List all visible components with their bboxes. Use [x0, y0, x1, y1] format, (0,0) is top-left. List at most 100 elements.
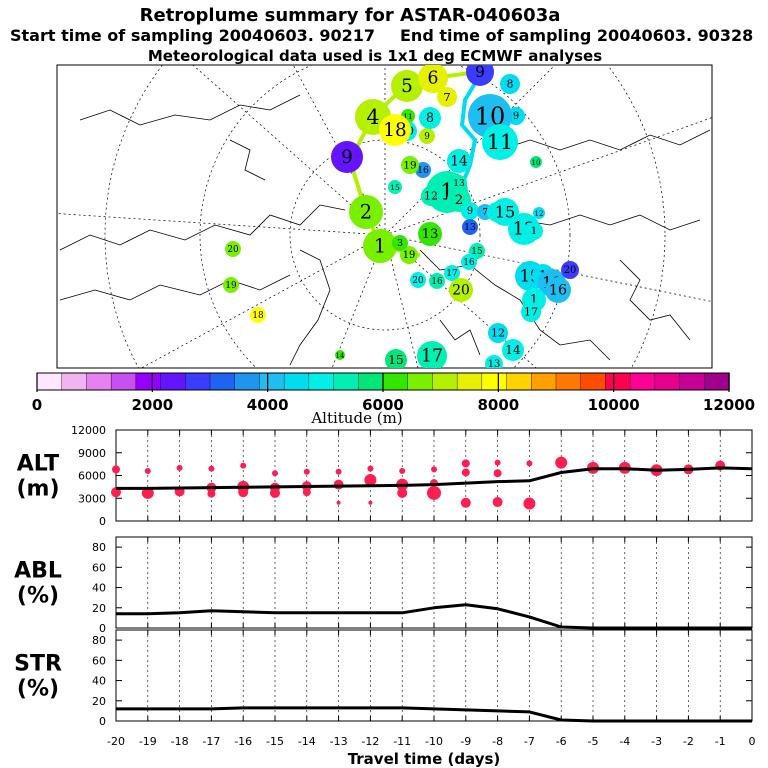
plume-cluster-label: 1	[530, 293, 538, 308]
x-tick-label: -10	[425, 735, 443, 748]
plume-cluster-label: 13	[453, 179, 464, 189]
x-tick-label: -18	[171, 735, 189, 748]
alt-scatter-point	[431, 466, 437, 473]
plume-cluster-label: 20	[227, 245, 239, 255]
x-tick-label: -6	[556, 735, 567, 748]
alt-scatter-point	[141, 486, 154, 499]
plume-day-circle	[462, 219, 478, 235]
plume-cluster-label: 20	[412, 276, 424, 286]
alt-scatter-point	[238, 487, 249, 498]
plume-day-label: 15	[495, 202, 515, 221]
alt-scatter-point	[397, 487, 408, 498]
alt-scatter-point	[399, 467, 406, 474]
plume-cluster-label: 13	[488, 359, 501, 370]
plume-cluster-label: 17	[446, 269, 457, 279]
plume-cluster-circle	[461, 254, 477, 270]
colorbar-cell	[135, 372, 162, 391]
alt-scatter-point	[176, 464, 183, 471]
alt-scatter-point	[336, 500, 341, 505]
plume-day-circle	[391, 70, 423, 102]
plume-cluster-label: 12	[535, 210, 544, 218]
plume-circles: 9891012131129719119162011712141315121315…	[223, 63, 579, 370]
colorbar-cell	[654, 372, 681, 391]
plume-day-label: 1	[374, 234, 386, 257]
alt-scatter-point	[364, 474, 377, 487]
panel-abl: 0 20 40 60 80 ABL(%)	[14, 536, 753, 635]
colorbar-ticks: 0 2000 4000 6000 8000 10000 12000	[32, 373, 755, 414]
alt-scatter-point	[427, 485, 441, 500]
met-data-label: Meteorological data used is 1x1 deg ECMW…	[148, 47, 602, 65]
plume-cluster-circle	[223, 277, 239, 293]
colorbar-cell	[61, 372, 88, 391]
colorbar-cell	[531, 372, 557, 391]
plume-day-circle	[447, 149, 471, 173]
plume-day-label: 14	[450, 154, 468, 170]
plume-day-circle	[449, 278, 473, 302]
alt-scatter-point	[526, 460, 533, 467]
plume-day-circle	[417, 341, 447, 368]
colorbar-cell	[456, 372, 483, 391]
x-tick-label: -5	[588, 735, 599, 748]
plume-cluster-label: 12	[491, 327, 505, 340]
colorbar-cell	[283, 372, 310, 391]
plume-day-label: 8	[426, 110, 434, 125]
colorbar-cell	[407, 372, 434, 391]
y-tick-label: 6000	[78, 470, 106, 483]
alt-scatter-point	[240, 462, 247, 469]
colorbar-cell	[333, 372, 359, 391]
colorbar-tick-label: 12000	[703, 396, 755, 414]
y-tick-label: 12000	[71, 424, 106, 437]
plume-cluster-circle	[388, 180, 402, 194]
alt-scatter-point	[144, 467, 151, 474]
plume-cluster-circle	[250, 307, 266, 323]
plume-day-circle	[437, 87, 457, 107]
plume-cluster-circle	[500, 74, 520, 94]
colorbar-cell	[110, 372, 137, 391]
alt-scatter-point	[272, 470, 278, 477]
colorbar-cell	[605, 372, 631, 391]
colorbar-cell	[160, 372, 186, 391]
plume-cluster-label: 12	[424, 190, 438, 203]
figure-title: Retroplume summary for ASTAR-040603a	[140, 5, 561, 26]
plume-day-label: 4	[366, 105, 379, 129]
plume-cluster-circle	[521, 302, 541, 322]
plume-cluster-circle	[561, 261, 579, 279]
plume-cluster-label: 17	[524, 306, 538, 319]
plume-day-circle	[349, 195, 383, 229]
colorbar-cell	[358, 372, 384, 391]
plume-cluster-circle	[429, 273, 445, 289]
colorbar-tick-label: 6000	[362, 396, 404, 414]
plume-day-label: 17	[421, 347, 443, 367]
x-axis-title: Travel time (days)	[348, 750, 501, 768]
y-tick-label: 0	[99, 622, 106, 635]
panel-alt: 0 3000 6000 9000 12000 ALT(m)	[16, 424, 753, 528]
y-tick-label: 80	[92, 634, 106, 647]
alt-scatter-point	[461, 459, 470, 468]
y-tick-label: 60	[92, 654, 106, 667]
plume-cluster-circle	[451, 175, 467, 191]
y-tick-label: 80	[92, 541, 106, 554]
plume-cluster-circle	[502, 339, 524, 361]
alt-scatter-point	[494, 459, 501, 466]
colorbar-tick-label: 4000	[247, 396, 289, 414]
plume-cluster-circle	[419, 128, 435, 144]
x-tick-label: -14	[298, 735, 316, 748]
colorbar-cell	[432, 372, 458, 391]
plume-cluster-label: 19	[403, 250, 416, 261]
plume-day-label: 11	[487, 130, 513, 154]
panel-label: ABL	[14, 559, 62, 584]
colorbar-cell	[209, 372, 236, 391]
plume-day-label: 6	[428, 69, 439, 89]
colorbar-cell	[36, 372, 63, 391]
alt-scatter-point	[492, 497, 503, 508]
plume-cluster-circle	[444, 265, 460, 281]
plume-cluster-label: 9	[475, 63, 485, 81]
end-time-label: End time of sampling 20040603. 90328	[400, 26, 753, 45]
plume-cluster-label: 9	[467, 206, 473, 217]
plume-cluster-label: 2	[455, 193, 463, 208]
alt-scatter-point	[207, 489, 216, 498]
alt-scatter-point	[555, 456, 568, 469]
colorbar-cell	[382, 372, 409, 391]
